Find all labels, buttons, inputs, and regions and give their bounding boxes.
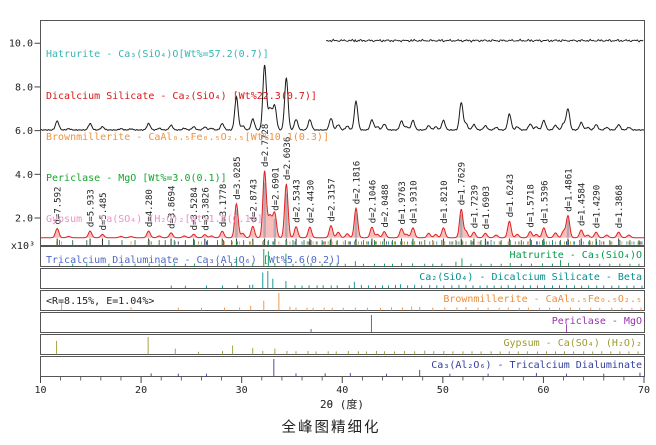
x-axis-label: 2θ (度): [319, 398, 365, 411]
svg-text:d=3.3826: d=3.3826: [201, 187, 211, 230]
svg-text:d=2.8743: d=2.8743: [249, 179, 259, 222]
svg-text:d=3.0285: d=3.0285: [233, 156, 243, 199]
svg-text:d=5.485: d=5.485: [99, 192, 109, 230]
svg-text:d=3.8694: d=3.8694: [168, 186, 178, 229]
y-axis: 10.0 8.0 6.0 4.0 2.0 x10³: [9, 39, 41, 252]
svg-text:d=1.5718: d=1.5718: [527, 184, 537, 227]
svg-text:4.0: 4.0: [15, 170, 33, 181]
svg-text:d=2.0488: d=2.0488: [381, 184, 391, 227]
x-axis: 10 20 30 40 50 60 70: [34, 377, 650, 396]
figure-caption: 全峰图精细化: [281, 420, 381, 436]
difference-curve: [326, 38, 644, 43]
legend-line-gypsum: Gypsum - Ca(SO₄) (H₂O)₂[Wt%1.8(0.1)]: [46, 213, 263, 225]
svg-text:d=1.7239: d=1.7239: [470, 185, 480, 228]
phase-legend: Hatrurite - Ca₃(SiO₄)O[Wt%=57.2(0.7)] Di…: [46, 21, 341, 336]
calculated-curve: [40, 170, 644, 239]
svg-text:20: 20: [135, 385, 147, 396]
svg-text:d=1.4861: d=1.4861: [565, 168, 575, 211]
svg-text:6.0: 6.0: [15, 126, 33, 137]
bragg-ticks: [56, 238, 643, 245]
svg-text:30: 30: [236, 385, 248, 396]
legend-line-hatrurite: Hatrurite - Ca₃(SiO₄)O[Wt%=57.2(0.7)]: [46, 49, 269, 61]
legend-fit-stats: <R=8.15%, E=1.04%>: [46, 295, 155, 307]
phase-strips: [40, 246, 645, 377]
svg-text:d=5.933: d=5.933: [87, 189, 97, 227]
svg-text:d=7.592: d=7.592: [54, 187, 64, 225]
strip-label-tricalcium: Ca₃(Al₂O₆) - Tricalcium Dialuminate: [431, 360, 642, 371]
svg-text:d=1.3868: d=1.3868: [615, 185, 625, 228]
svg-text:d=1.7629: d=1.7629: [458, 162, 468, 205]
observed-curve: [40, 64, 644, 131]
legend-line-tricalcium: Tricalcium Dialuminate - Ca₃(Al₂O₆) [Wt%…: [46, 254, 342, 266]
svg-text:d=2.1816: d=2.1816: [353, 161, 363, 204]
svg-text:d=1.4290: d=1.4290: [593, 185, 603, 228]
svg-text:d=1.8210: d=1.8210: [440, 180, 450, 223]
svg-text:d=2.5343: d=2.5343: [293, 179, 303, 222]
svg-text:70: 70: [638, 385, 650, 396]
svg-text:d=2.6901: d=2.6901: [271, 167, 281, 210]
svg-text:40: 40: [336, 385, 348, 396]
svg-text:d=2.6036: d=2.6036: [283, 137, 293, 180]
svg-text:10: 10: [34, 385, 46, 396]
svg-text:50: 50: [437, 385, 449, 396]
svg-text:60: 60: [537, 385, 549, 396]
svg-text:8.0: 8.0: [15, 82, 33, 93]
strip-label-dicalcium: Ca₂(SiO₄) - Dicalcium Silicate - Beta: [419, 272, 642, 283]
svg-text:2.0: 2.0: [15, 214, 33, 225]
svg-text:10.0: 10.0: [9, 39, 33, 50]
strip-label-periclase: Periclase - MgO: [551, 316, 642, 327]
svg-text:x10³: x10³: [11, 241, 35, 252]
svg-text:d=4.280: d=4.280: [145, 189, 155, 227]
svg-text:d=2.1046: d=2.1046: [368, 180, 378, 223]
strip-label-hatrurite: Hatrurite - Ca₃(SiO₄)O: [509, 250, 642, 261]
svg-text:d=1.6243: d=1.6243: [506, 174, 516, 217]
strip-label-brownmillerite: Brownmillerite - CaAl₀.₅Fe₀.₅O₂.₅: [443, 294, 642, 305]
strip-label-gypsum: Gypsum - Ca(SO₄) (H₂O)₂: [503, 338, 642, 349]
legend-line-brownmillerite: Brownmillerite - CaAl₀.₅Fe₀.₅O₂.₅[Wt%10.…: [46, 131, 329, 143]
svg-text:d=1.6903: d=1.6903: [482, 186, 492, 229]
svg-text:d=2.3157: d=2.3157: [328, 178, 338, 221]
svg-text:d=3.1778: d=3.1778: [219, 184, 229, 227]
svg-text:d=3.5284: d=3.5284: [190, 187, 200, 230]
svg-text:d=1.4584: d=1.4584: [578, 183, 588, 226]
svg-text:d=1.9310: d=1.9310: [410, 180, 420, 223]
svg-text:d=1.9763: d=1.9763: [398, 181, 408, 224]
svg-text:d=2.4430: d=2.4430: [306, 180, 316, 223]
peak-labels: d=7.592 d=5.933 d=5.485 d=4.280 d=3.8694 d=3.…: [54, 124, 626, 231]
legend-line-periclase: Periclase - MgO [Wt%=3.0(0.1)]: [46, 172, 227, 184]
svg-text:d=2.7728: d=2.7728: [261, 124, 271, 167]
plot-axes: [40, 20, 645, 246]
svg-text:d=1.5396: d=1.5396: [540, 180, 550, 223]
legend-line-dicalcium: Dicalcium Silicate - Ca₂(SiO₄) [Wt%22.3(…: [46, 90, 317, 102]
